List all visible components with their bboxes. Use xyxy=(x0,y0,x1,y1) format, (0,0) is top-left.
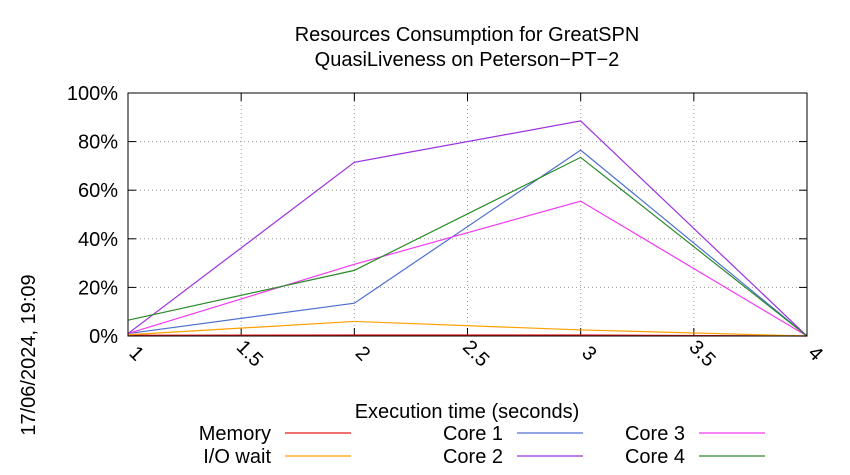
legend-label-memory: Memory xyxy=(199,423,271,445)
legend-label-core-2: Core 2 xyxy=(443,446,503,468)
plot-border xyxy=(127,92,808,337)
series-line-core-4 xyxy=(127,156,808,337)
x-tick-label: 3.5 xyxy=(684,336,719,371)
y-axis-ticks: 0% 20% 40% 60% 80% 100% xyxy=(67,83,807,348)
chart-title-line-2: QuasiLiveness on Peterson−PT−2 xyxy=(315,49,620,71)
legend-label-core-4: Core 4 xyxy=(625,446,685,468)
x-tick-label: 4 xyxy=(804,342,827,365)
series-line-core-1 xyxy=(127,149,808,337)
x-tick-label: 2 xyxy=(351,342,374,365)
y-tick-label: 60% xyxy=(78,180,118,202)
y-tick-label: 20% xyxy=(78,277,118,299)
grid xyxy=(128,93,807,336)
x-tick-label: 3 xyxy=(577,342,600,365)
chart-title-line-1: Resources Consumption for GreatSPN xyxy=(295,24,640,46)
series-line-core-2 xyxy=(127,120,808,337)
y-tick-label: 100% xyxy=(67,83,118,105)
legend-label-i-o-wait: I/O wait xyxy=(203,446,271,468)
x-tick-label: 1.5 xyxy=(232,336,267,371)
x-axis-label: Execution time (seconds) xyxy=(355,401,580,423)
y-tick-label: 40% xyxy=(78,229,118,251)
x-tick-label: 2.5 xyxy=(458,336,493,371)
legend-label-core-3: Core 3 xyxy=(625,423,685,445)
y-tick-label: 0% xyxy=(89,326,118,348)
series-line-i-o-wait xyxy=(127,320,808,337)
x-axis-ticks: 1 1.5 2 2.5 3 3.5 4 xyxy=(125,93,827,371)
legend-label-core-1: Core 1 xyxy=(443,423,503,445)
series-line-core-3 xyxy=(127,200,808,337)
x-tick-label: 1 xyxy=(125,342,148,365)
timestamp-label: 17/06/2024, 19:09 xyxy=(18,274,40,435)
y-tick-label: 80% xyxy=(78,132,118,154)
